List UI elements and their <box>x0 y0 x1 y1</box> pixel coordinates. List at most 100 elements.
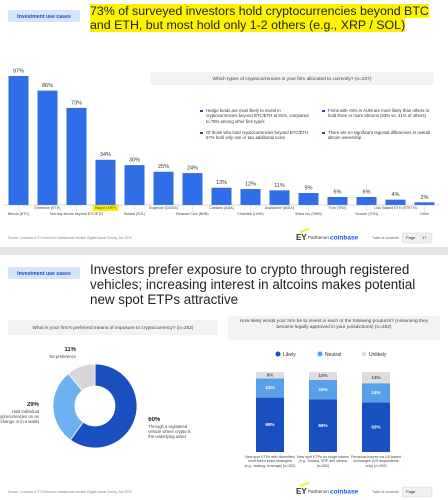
legend-label: Unlikely <box>369 352 387 358</box>
slide-title-box: Investors prefer exposure to crypto thro… <box>90 262 416 307</box>
legend-label: Likely <box>283 352 296 358</box>
bar <box>124 165 145 205</box>
category-label: New spot ETPs with diversified multi-tok… <box>244 455 296 468</box>
bullet-box: Hedge funds are most likely to invest in… <box>200 108 308 124</box>
category-label: Avalanche (AVAX) <box>265 206 294 210</box>
bullet-box: Of those who hold cryptocurrencies beyon… <box>200 130 312 141</box>
stacked-segment <box>256 378 284 398</box>
segment-label: 24% <box>371 390 380 395</box>
legend-swatch <box>317 351 323 357</box>
pie-value-label: 60% <box>148 417 161 424</box>
page-box <box>401 232 433 244</box>
legend-swatch <box>275 351 281 357</box>
bar <box>37 90 58 205</box>
category-label: Not any altcoin beyond BTC/ETH <box>50 212 103 216</box>
value-label: 97% <box>13 68 24 74</box>
highlight <box>92 205 119 211</box>
table-of-contents[interactable]: Table of contents <box>372 236 399 240</box>
badge <box>8 10 80 22</box>
bullet: Firms with <5% in AUM are more likely th… <box>322 108 434 119</box>
stacked-segment <box>362 402 390 452</box>
legend-swatch <box>361 351 367 357</box>
segment-label: 24% <box>318 387 327 392</box>
stacked-segment <box>362 383 390 403</box>
category-label: Tron (TRX) <box>329 206 347 210</box>
pie-category-label-box: No preference <box>49 354 77 360</box>
question: How likely would your firm be to invest … <box>239 319 429 330</box>
ey-parthenon: Parthenon <box>308 235 329 240</box>
bar <box>385 199 406 205</box>
donut-slice <box>52 373 84 441</box>
donut-slice <box>69 363 138 449</box>
category-label: Shiba Inu (SHIB) <box>295 212 322 216</box>
question-box <box>150 72 434 85</box>
bar <box>356 197 377 205</box>
category-label: Solana (SOL) <box>124 212 146 216</box>
pie-category-label: Hold individual cryptocurrencies on an e… <box>0 408 40 424</box>
legend-label: Neutral <box>325 352 341 358</box>
pie-value-label-box: 29% <box>27 402 39 408</box>
value-label: 30% <box>129 158 140 164</box>
segment-label: 14% <box>371 375 380 380</box>
pie-category-label: Through a registered vehicle where crypt… <box>148 424 191 440</box>
bar <box>95 159 116 205</box>
bar <box>414 202 435 205</box>
ey-slash <box>299 228 310 233</box>
bullet: Of those who hold cryptocurrencies beyon… <box>200 130 312 141</box>
value-label: 25% <box>158 164 169 170</box>
category-label: Other <box>420 212 430 216</box>
category-label: Binance Coin (BNB) <box>176 212 208 216</box>
bar <box>240 189 261 205</box>
question-box <box>8 320 218 335</box>
segment-label: 8% <box>267 372 274 377</box>
category-label: Dogecoin (DOGE) <box>149 206 178 210</box>
bar <box>8 75 29 206</box>
bar <box>182 173 203 205</box>
category-label: Bitcoin (BTC) <box>8 212 29 216</box>
category-label-box: New spot ETPs for single tokens (e.g., S… <box>297 455 349 468</box>
page-box <box>401 486 433 498</box>
slide-title-box: 73% of surveyed investors hold cryptocur… <box>90 4 442 32</box>
value-label: 34% <box>100 152 111 158</box>
bullet: There are no significant regional differ… <box>322 130 434 141</box>
coinbase-logo: coinbase <box>330 489 359 496</box>
value-label: 9% <box>305 185 313 191</box>
bar <box>269 190 290 205</box>
ey-logo: EY <box>296 487 307 496</box>
value-label: 2% <box>421 195 429 201</box>
stacked-segment <box>309 399 337 452</box>
bar <box>298 193 319 205</box>
value-label: 6% <box>363 189 371 195</box>
bar <box>211 187 232 205</box>
category-label: Chainlink (LINK) <box>237 212 263 216</box>
value-label: 4% <box>392 192 400 198</box>
segment-label: 62% <box>371 424 380 429</box>
value-label: 73% <box>71 100 82 106</box>
table-of-contents[interactable]: Table of contents <box>372 490 399 494</box>
category-label: Cardano (ADA) <box>209 206 234 210</box>
pie-value-label-box: 60% <box>148 417 161 424</box>
pie-value-label-box: 11% <box>64 347 76 353</box>
value-label: 24% <box>187 166 198 172</box>
bar <box>66 107 87 205</box>
value-label: 11% <box>274 183 285 189</box>
slide-title-text: 73% of surveyed investors hold cryptocur… <box>90 4 429 32</box>
category-label: Perpetual futures via US-based exchanges… <box>351 455 401 468</box>
category-label-box: New spot ETPs with diversified multi-tok… <box>244 455 296 468</box>
value-label: 86% <box>42 83 53 89</box>
segment-label: 68% <box>265 422 274 427</box>
source: Source: Coinbase & EY-Parthenon Institut… <box>8 236 132 240</box>
pie-category-label: No preference <box>49 354 77 360</box>
segment-label: 10% <box>318 373 327 378</box>
segment-label: 66% <box>318 423 327 428</box>
value-label: 13% <box>216 180 227 186</box>
badge-label: Investment use cases <box>17 271 71 277</box>
stacked-segment <box>309 380 337 400</box>
stacked-segment <box>256 372 284 379</box>
category-label: Toncoin (TON) <box>355 212 378 216</box>
slide-title: Investors prefer exposure to crypto thro… <box>90 262 416 307</box>
slide-title: 73% of surveyed investors hold cryptocur… <box>90 4 442 32</box>
source: Source: Coinbase & EY-Parthenon Institut… <box>8 490 132 494</box>
stacked-segment <box>309 372 337 380</box>
